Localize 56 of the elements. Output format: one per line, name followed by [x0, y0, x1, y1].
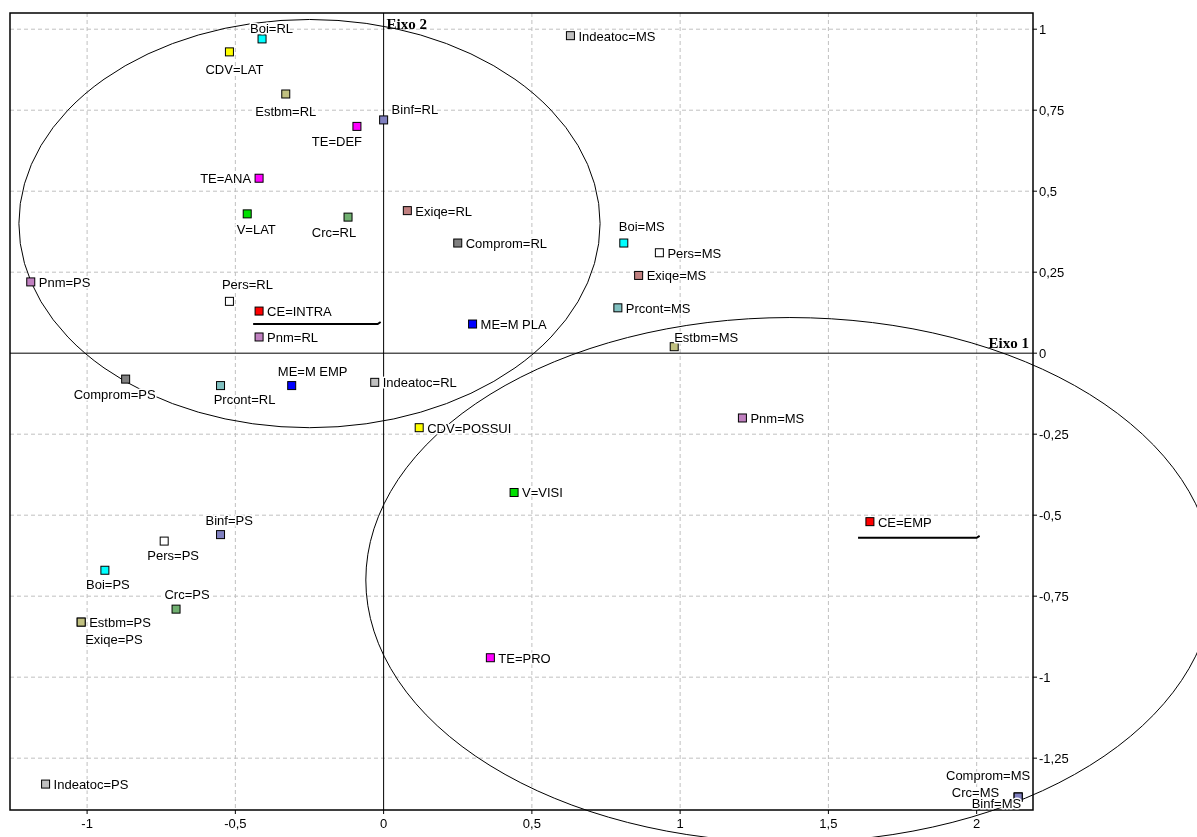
series-label: Crc=RL — [311, 225, 357, 241]
y-tick-label: 0,25 — [1039, 265, 1065, 281]
series-label: CE=INTRA — [267, 304, 333, 320]
series-label: Prcont=RL — [213, 391, 276, 407]
y-tick-label: -0,75 — [1039, 589, 1069, 605]
series-label: Exiqe=MS — [646, 268, 707, 284]
series-label: Binf=RL — [391, 101, 439, 117]
y-tick-label: -0,25 — [1039, 427, 1069, 443]
x-tick-label: 0 — [380, 816, 388, 831]
series-label: TE=DEF — [311, 134, 363, 150]
y-tick-label: 1 — [1039, 22, 1047, 38]
series-label: Boi=PS — [86, 577, 131, 593]
x-tick-label: 1,5 — [819, 816, 838, 831]
series-label: Crc=PS — [164, 587, 210, 603]
y-tick-label: -0,5 — [1039, 508, 1062, 524]
y-tick-label: -1,25 — [1039, 751, 1069, 767]
series-label: Indeatoc=RL — [382, 375, 457, 391]
series-label: TE=ANA — [200, 171, 252, 187]
series-label: Boi=RL — [250, 20, 294, 36]
series-label: Pnm=PS — [38, 274, 91, 290]
x-tick-label: 1 — [676, 816, 684, 831]
series-label: Pers=MS — [667, 245, 722, 261]
series-label: Estbm=RL — [255, 104, 317, 119]
x-axis-title: Eixo 1 — [988, 335, 1029, 352]
series-label: Prcont=MS — [625, 300, 691, 316]
series-label: V=LAT — [236, 221, 276, 237]
x-tick-label: -1 — [81, 816, 93, 831]
y-tick-label: 0,75 — [1039, 103, 1065, 119]
series-label: Pnm=RL — [267, 329, 319, 345]
series-label: Pnm=MS — [750, 410, 805, 426]
y-tick-label: -1 — [1039, 670, 1051, 686]
series-label: Exiqe=RL — [415, 203, 473, 219]
y-tick-label: 0 — [1039, 346, 1047, 362]
series-label: Boi=MS — [618, 219, 666, 235]
series-label: Indeatoc=PS — [53, 777, 129, 793]
x-tick-label: 0,5 — [522, 816, 541, 831]
y-axis-title: Eixo 2 — [386, 16, 428, 32]
series-label: Comprom=RL — [465, 236, 548, 252]
series-label: Pers=PS — [147, 548, 200, 564]
y-tick-label: 0,5 — [1039, 184, 1058, 200]
series-label: Exiqe=PS — [85, 632, 143, 648]
series-label: Estbm=MS — [674, 329, 739, 345]
series-label: Pers=RL — [221, 277, 273, 293]
series-label: Estbm=PS — [89, 615, 152, 631]
x-tick-label: -0,5 — [224, 816, 247, 831]
series-label: Binf=PS — [205, 512, 254, 528]
series-label: CE=EMP — [877, 514, 932, 530]
series-label: Comprom=MS — [946, 768, 1031, 784]
series-label: ME=M PLA — [480, 317, 548, 333]
series-label: Comprom=PS — [73, 387, 156, 403]
series-label: TE=PRO — [498, 650, 551, 666]
series-label: Indeatoc=MS — [578, 28, 656, 44]
series-label: ME=M EMP — [277, 363, 348, 379]
series-label: CDV=LAT — [205, 61, 264, 77]
x-tick-label: 2 — [973, 816, 981, 831]
series-label: V=VISI — [522, 485, 563, 501]
